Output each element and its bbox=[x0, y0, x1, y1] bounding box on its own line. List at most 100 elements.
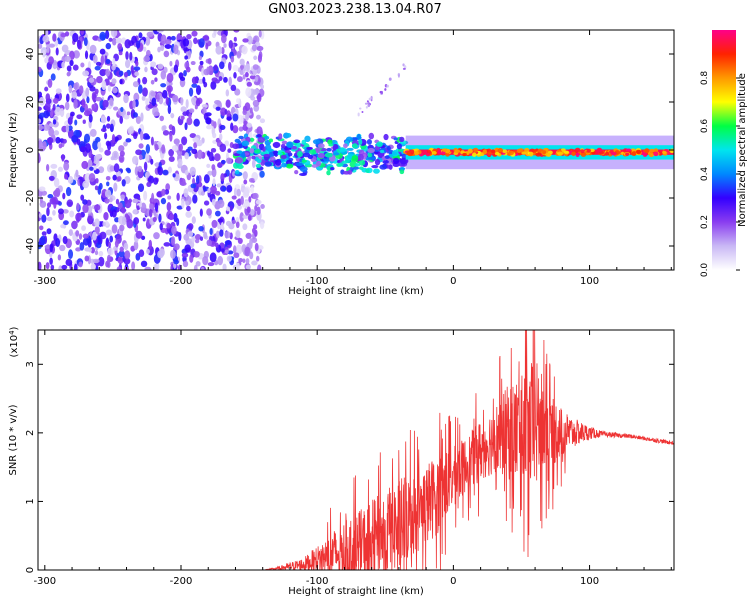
spectrogram-cell bbox=[169, 213, 174, 221]
spectrogram-cell bbox=[85, 142, 91, 153]
spectrogram-cell bbox=[366, 138, 372, 145]
spectrogram-cell bbox=[223, 43, 227, 48]
spectrogram-cell bbox=[54, 187, 61, 198]
spectrogram-cell bbox=[238, 126, 244, 132]
spectrogram-cell bbox=[236, 150, 243, 154]
spectrogram-cell bbox=[82, 70, 90, 77]
spectrogram-cell bbox=[222, 263, 227, 270]
spectrogram-cell bbox=[87, 215, 93, 225]
spectrogram-cell bbox=[113, 163, 120, 173]
spectrogram-cell bbox=[182, 260, 189, 268]
spectrogram-cell bbox=[357, 153, 364, 161]
spectrogram-cell bbox=[82, 180, 90, 189]
spectrogram-cell bbox=[162, 130, 170, 136]
spectrogram-cell bbox=[596, 147, 603, 153]
spectrogram-cell bbox=[228, 76, 232, 87]
spectrogram-cell bbox=[386, 84, 389, 88]
spectrogram-cell bbox=[653, 148, 659, 153]
x-tick-label: 0 bbox=[450, 576, 456, 587]
spectrogram-cell bbox=[81, 225, 86, 232]
spectrogram-cell bbox=[123, 93, 129, 104]
spectrogram-cell bbox=[243, 187, 250, 197]
spectrogram-cell bbox=[236, 50, 242, 59]
spectrogram-cell bbox=[402, 63, 405, 67]
spectrogram-cell bbox=[284, 150, 292, 154]
spectrogram-cell bbox=[124, 250, 131, 260]
spectrogram-cell bbox=[245, 232, 252, 239]
spectrogram-cell bbox=[150, 158, 154, 165]
spectrogram-cell bbox=[332, 152, 340, 156]
spectrogram-cell bbox=[44, 102, 51, 110]
spectrogram-cell bbox=[255, 114, 261, 120]
spectrogram-cell bbox=[226, 255, 232, 262]
spectrogram-cell bbox=[367, 147, 375, 154]
spectrogram-cell bbox=[212, 178, 216, 186]
spectrogram-cell bbox=[161, 144, 166, 154]
spectrogram-cell bbox=[38, 106, 42, 111]
spectrogram-cell bbox=[245, 63, 251, 73]
spectrogram-cell bbox=[343, 143, 348, 149]
spectrogram-cell bbox=[173, 64, 179, 73]
spectrogram-cell bbox=[206, 163, 211, 168]
spectrogram-cell bbox=[130, 65, 134, 75]
spectrogram-cell bbox=[232, 64, 239, 72]
spectrogram-cell bbox=[214, 79, 220, 84]
spectrogram-cell bbox=[120, 194, 125, 200]
spectrogram-cell bbox=[107, 85, 111, 92]
spectrogram-cell bbox=[119, 79, 123, 85]
spectrogram-cell bbox=[221, 34, 227, 44]
spectrogram-cell bbox=[154, 77, 158, 82]
spectrogram-cell bbox=[91, 104, 95, 112]
spectrogram-cell bbox=[232, 143, 240, 150]
spectrogram-cell bbox=[192, 194, 198, 204]
spectrogram-cell bbox=[374, 158, 381, 166]
spectrogram-cell bbox=[88, 172, 96, 182]
spectrogram-cell bbox=[203, 200, 210, 206]
spectrogram-cell bbox=[209, 185, 217, 195]
spectrogram-cell bbox=[92, 155, 100, 165]
spectrogram-cell bbox=[76, 138, 81, 146]
spectrogram-cell bbox=[160, 197, 167, 205]
spectrogram-cell bbox=[393, 137, 398, 141]
spectrogram-cell bbox=[105, 42, 112, 50]
spectrogram-cell bbox=[494, 152, 500, 156]
spectrogram-cell bbox=[81, 160, 89, 170]
spectrogram-cell bbox=[248, 196, 252, 203]
spectrogram-cell bbox=[297, 151, 303, 158]
spectrogram-cell bbox=[285, 133, 292, 138]
spectrogram-cell bbox=[101, 80, 107, 91]
spectrogram-cell bbox=[490, 149, 496, 153]
spectrogram-cell bbox=[157, 63, 164, 70]
spectrogram-cell bbox=[145, 143, 151, 154]
spectrogram-cell bbox=[220, 173, 225, 182]
spectrogram-cell bbox=[124, 59, 131, 69]
spectrogram-cell bbox=[240, 195, 244, 205]
spectrogram-cell bbox=[59, 244, 66, 252]
snr-y-label: SNR (10 * v/v) bbox=[8, 404, 19, 475]
spectrogram-cell bbox=[62, 209, 69, 214]
spectrogram-cell bbox=[126, 168, 132, 174]
spectrogram-cell bbox=[137, 183, 145, 192]
spectrogram-cell bbox=[168, 87, 172, 97]
spectrogram-cell bbox=[162, 89, 168, 99]
spectrogram-cell bbox=[368, 132, 375, 140]
spectrogram-cell bbox=[625, 148, 632, 152]
spectrogram-cell bbox=[70, 111, 75, 117]
spectrogram-cell bbox=[239, 212, 245, 222]
spectrogram-cell bbox=[236, 164, 244, 169]
spectrogram-cell bbox=[187, 231, 194, 237]
spectrogram-cell bbox=[154, 143, 159, 151]
spectrogram-cell bbox=[94, 88, 99, 94]
spectrogram-cell bbox=[357, 112, 360, 117]
spectrogram-cell bbox=[133, 132, 138, 140]
y-tick-label: 1 bbox=[25, 498, 36, 504]
spectrogram-cell bbox=[151, 68, 158, 76]
spectrogram-cell bbox=[64, 31, 70, 37]
spectrogram-cell bbox=[99, 31, 107, 41]
spectrogram-cell bbox=[97, 141, 102, 149]
spectrogram-cell bbox=[213, 64, 218, 71]
spectrogram-cell bbox=[65, 93, 70, 103]
spectrogram-cell bbox=[46, 207, 50, 217]
spectrogram-cell bbox=[49, 110, 54, 118]
